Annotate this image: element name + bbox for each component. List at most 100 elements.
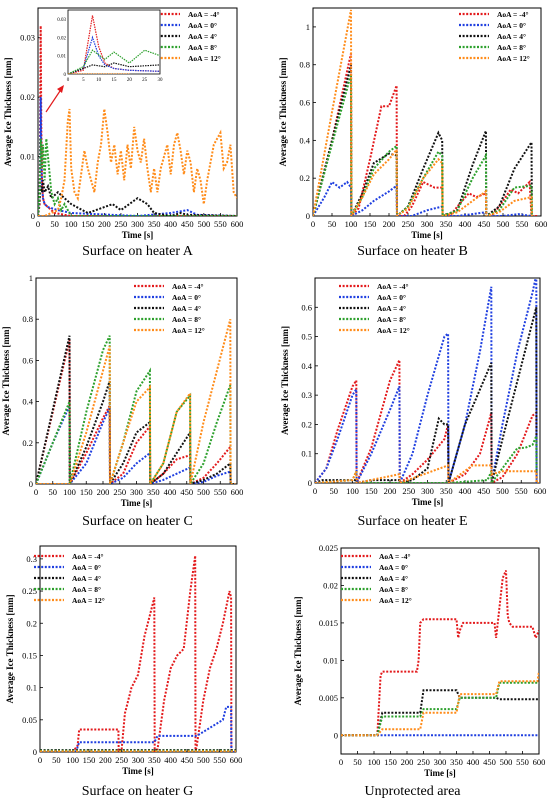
series-line-aoa-8 bbox=[36, 335, 236, 484]
y-tick-label: 0.3 bbox=[26, 554, 37, 564]
legend-entry: AoA = 4° bbox=[172, 304, 201, 313]
series-line-aoa-4 bbox=[36, 335, 236, 484]
x-axis-label: Time [s] bbox=[424, 768, 456, 778]
x-tick-label: 250 bbox=[115, 219, 128, 229]
y-axis-label: Average Ice Thickness [mm] bbox=[293, 597, 303, 706]
series-line-aoa-12 bbox=[341, 671, 539, 737]
y-tick-label: 0 bbox=[29, 479, 33, 489]
chart-heater-b: 0 50 100 150 200 250 300 350 400 450 500 550 600 0 0.2… bbox=[278, 7, 548, 240]
y-tick-label: 0 bbox=[306, 211, 310, 221]
legend-entry: AoA = 0° bbox=[377, 293, 406, 302]
legend-entry: AoA = 4° bbox=[188, 32, 217, 41]
x-tick-label: 600 bbox=[230, 755, 243, 765]
inset-x-tick-label: 20 bbox=[127, 78, 133, 83]
inset-y-tick-label: 0.01 bbox=[57, 55, 66, 60]
legend-entry: AoA = 0° bbox=[188, 21, 217, 30]
series-line-aoa-neg4 bbox=[40, 555, 236, 752]
y-tick-label: 0.1 bbox=[26, 683, 37, 693]
legend-entry: AoA = 0° bbox=[497, 21, 526, 30]
x-axis-label: Time [s] bbox=[411, 230, 443, 240]
x-tick-label: 50 bbox=[353, 757, 362, 767]
legend-entry: AoA = 12° bbox=[379, 596, 412, 605]
series-line-aoa-neg4 bbox=[36, 339, 236, 484]
legend-entry: AoA = 8° bbox=[72, 585, 101, 594]
inset-series-line bbox=[68, 15, 160, 74]
x-axis-label: Time [s] bbox=[122, 230, 154, 240]
inset-arrow-head bbox=[57, 85, 64, 93]
x-tick-label: 500 bbox=[197, 219, 210, 229]
x-tick-label: 550 bbox=[213, 755, 226, 765]
y-tick-label: 0.2 bbox=[301, 419, 312, 429]
legend-entry: AoA = 0° bbox=[379, 563, 408, 572]
y-tick-label: 0 bbox=[33, 747, 37, 757]
series-line-aoa-4 bbox=[313, 64, 533, 216]
y-tick-label: 0.02 bbox=[20, 92, 35, 102]
inset-x-tick-label: 5 bbox=[82, 78, 85, 83]
y-tick-label: 0 bbox=[31, 211, 35, 221]
x-tick-label: 200 bbox=[97, 487, 110, 497]
x-tick-label: 50 bbox=[328, 219, 337, 229]
x-tick-label: 100 bbox=[66, 755, 79, 765]
legend-entry: AoA = 0° bbox=[172, 293, 201, 302]
y-tick-label: 1 bbox=[306, 22, 310, 32]
y-tick-label: 0 bbox=[334, 730, 338, 740]
x-tick-label: 250 bbox=[115, 755, 128, 765]
y-tick-label: 0.02 bbox=[323, 580, 338, 590]
y-tick-label: 0.01 bbox=[323, 655, 338, 665]
caption-unprotected-area: Unprotected area bbox=[364, 784, 461, 799]
x-tick-label: 400 bbox=[164, 755, 177, 765]
x-tick-label: 150 bbox=[80, 487, 93, 497]
series-line-aoa-4 bbox=[315, 307, 540, 483]
y-tick-label: 0.005 bbox=[319, 693, 338, 703]
x-tick-label: 150 bbox=[81, 219, 94, 229]
x-tick-label: 0 bbox=[34, 487, 38, 497]
legend-entry: AoA = 8° bbox=[379, 585, 408, 594]
x-tick-label: 250 bbox=[113, 487, 126, 497]
inset-y-tick-label: 0.03 bbox=[57, 18, 66, 23]
series-line-aoa-0 bbox=[36, 405, 236, 484]
y-tick-label: 0.2 bbox=[299, 173, 310, 183]
x-tick-label: 300 bbox=[131, 219, 144, 229]
y-tick-label: 0.015 bbox=[319, 618, 338, 628]
x-tick-label: 0 bbox=[38, 755, 42, 765]
inset-y-tick-label: 0 bbox=[64, 73, 67, 78]
series-line-aoa-12 bbox=[315, 463, 540, 483]
x-tick-label: 450 bbox=[477, 486, 490, 496]
x-tick-label: 50 bbox=[50, 219, 59, 229]
inset-x-tick-label: 25 bbox=[142, 78, 148, 83]
legend-entry: AoA = 12° bbox=[497, 54, 530, 63]
y-tick-label: 0.01 bbox=[20, 152, 35, 162]
y-tick-label: 1 bbox=[29, 273, 33, 283]
plot-frame-g bbox=[39, 545, 237, 753]
legend-entry: AoA = 4° bbox=[72, 574, 101, 583]
inset-x-tick-label: 30 bbox=[158, 78, 164, 83]
y-tick-label: 0 bbox=[308, 478, 312, 488]
y-tick-label: 0.25 bbox=[22, 586, 37, 596]
caption-heater-e: Surface on heater E bbox=[357, 514, 468, 529]
x-tick-label: 350 bbox=[440, 486, 453, 496]
caption-heater-b: Surface on heater B bbox=[357, 244, 468, 259]
x-tick-label: 300 bbox=[421, 219, 434, 229]
x-tick-label: 200 bbox=[99, 755, 112, 765]
series-line-aoa-8 bbox=[313, 73, 533, 216]
x-tick-label: 600 bbox=[535, 219, 548, 229]
x-tick-label: 0 bbox=[311, 219, 315, 229]
inset-y-tick-label: 0.02 bbox=[57, 36, 66, 41]
chart-unprotected-area: 0 50 100 150 200 250 300 350 400 450 500 550 600 0 0.0… bbox=[293, 543, 545, 778]
series-line-aoa-12 bbox=[313, 9, 533, 216]
inset-frame bbox=[67, 9, 161, 75]
legend-entry: AoA = 4° bbox=[497, 32, 526, 41]
legend-entry: AoA = 12° bbox=[172, 326, 205, 335]
legend-entry: AoA = 4° bbox=[379, 574, 408, 583]
x-tick-label: 350 bbox=[450, 757, 463, 767]
y-tick-label: 0.025 bbox=[319, 543, 338, 553]
x-tick-label: 200 bbox=[383, 219, 396, 229]
x-tick-label: 550 bbox=[214, 219, 227, 229]
inset-x-tick-label: 15 bbox=[112, 78, 118, 83]
y-tick-label: 0.6 bbox=[301, 302, 312, 312]
legend-entry: AoA = 12° bbox=[377, 326, 410, 335]
x-tick-label: 150 bbox=[365, 486, 378, 496]
x-tick-label: 550 bbox=[214, 487, 227, 497]
y-tick-label: 0.1 bbox=[301, 449, 312, 459]
y-axis-label: Average Ice Thickness [mm] bbox=[280, 326, 290, 435]
